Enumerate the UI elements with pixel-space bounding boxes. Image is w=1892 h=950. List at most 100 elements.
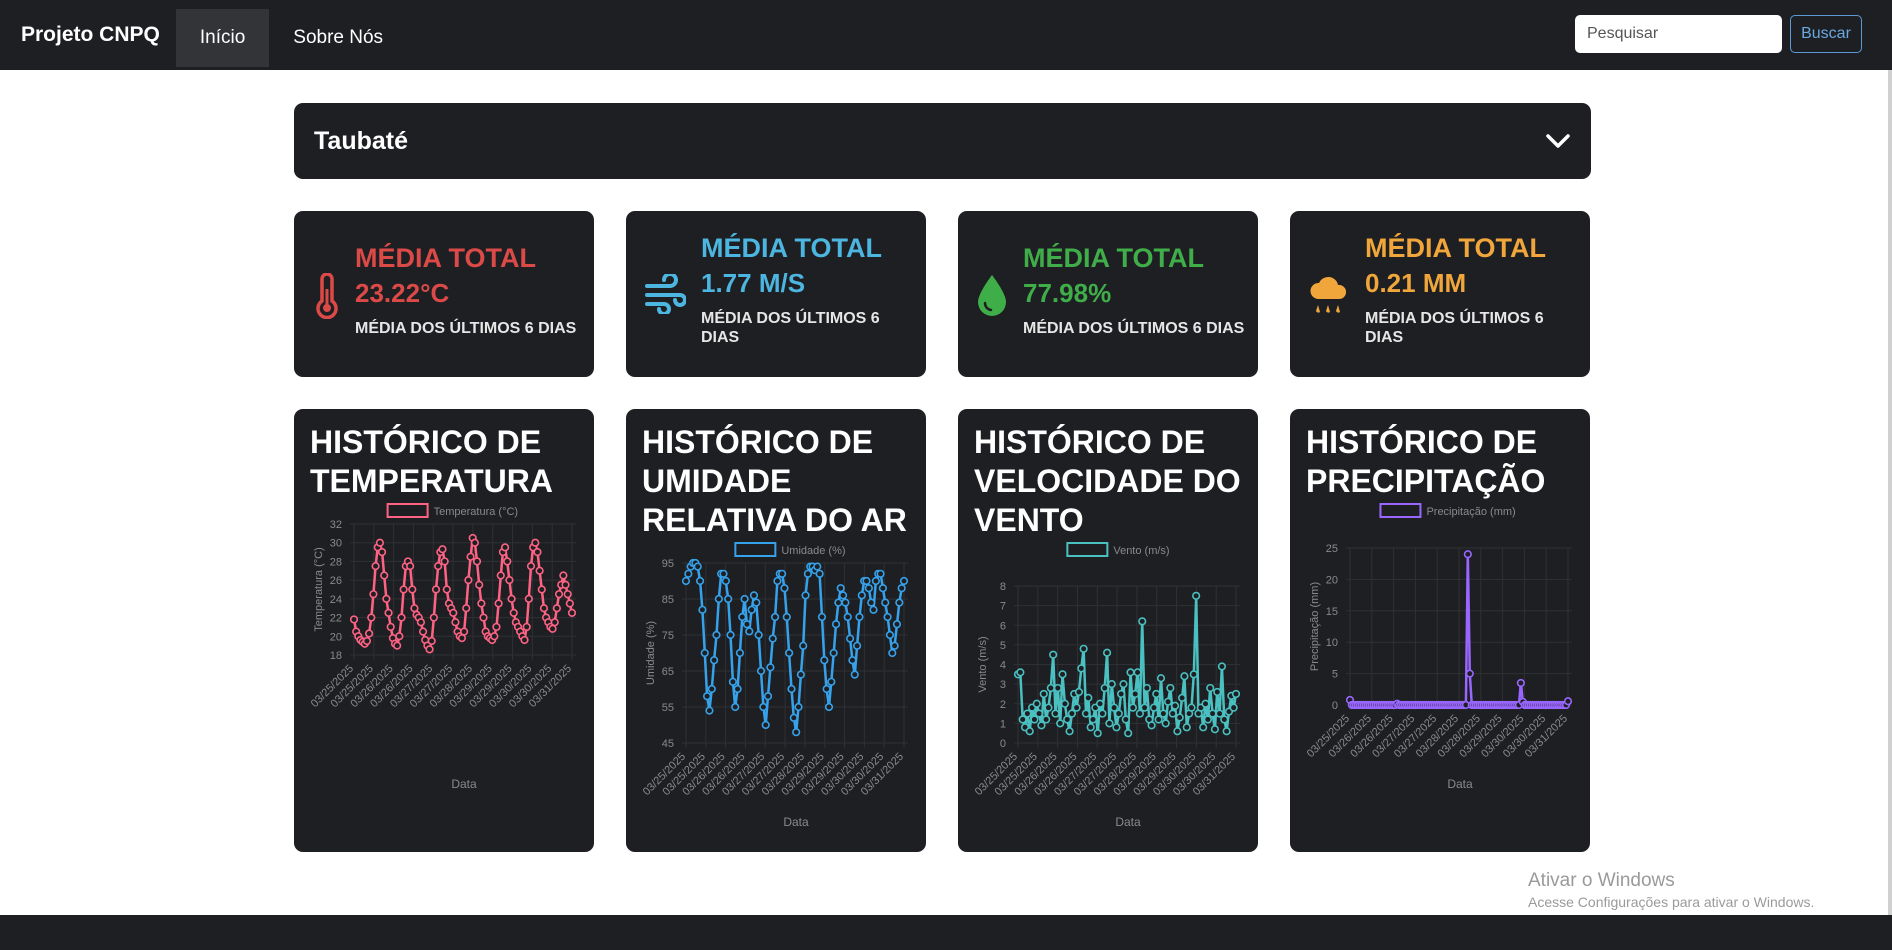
data-point xyxy=(1215,709,1224,718)
data-point xyxy=(728,677,737,686)
data-point xyxy=(721,576,730,586)
data-point xyxy=(1208,709,1217,718)
data-point xyxy=(1187,703,1196,712)
data-point xyxy=(535,566,544,575)
y-tick-label: 20 xyxy=(1326,574,1338,586)
data-point xyxy=(834,598,843,607)
data-point xyxy=(871,576,880,586)
data-point xyxy=(509,608,518,617)
legend-swatch xyxy=(1379,503,1422,518)
data-point xyxy=(1161,719,1170,728)
y-tick-label: 55 xyxy=(662,702,674,714)
data-point xyxy=(524,594,533,603)
data-point xyxy=(457,634,467,643)
y-tick-label: 22 xyxy=(330,613,342,625)
data-point xyxy=(431,585,441,594)
data-point xyxy=(365,629,374,638)
data-point xyxy=(552,604,561,613)
wind-chart[interactable]: Vento (m/s)01234567803/25/202503/25/2025… xyxy=(958,409,1258,852)
navbar: Projeto CNPQ Início Sobre Nós Buscar xyxy=(0,0,1892,70)
data-point xyxy=(876,569,885,578)
data-point xyxy=(537,585,546,594)
data-point xyxy=(1199,723,1208,732)
data-point xyxy=(440,557,449,566)
data-point xyxy=(397,613,406,622)
data-point xyxy=(848,656,857,665)
data-point xyxy=(883,612,892,622)
stat-card-temperature: MÉDIA TOTAL 23.22°C MÉDIA DOS ÚLTIMOS 6 … xyxy=(294,211,594,377)
data-point xyxy=(778,569,787,578)
chart-title: HISTÓRICO DE TEMPERATURA xyxy=(310,424,553,499)
search-button[interactable]: Buscar xyxy=(1790,15,1862,53)
data-point xyxy=(1117,689,1126,699)
data-point xyxy=(789,713,798,722)
chart-title: HISTÓRICO DE PRECIPITAÇÃO xyxy=(1306,424,1546,499)
y-axis-label: Precipitação (mm) xyxy=(1309,582,1321,671)
selected-city: Taubaté xyxy=(314,126,408,155)
data-point xyxy=(815,569,824,578)
data-point xyxy=(477,599,486,608)
data-point xyxy=(1030,715,1039,724)
data-point xyxy=(490,632,499,641)
data-point xyxy=(479,613,488,622)
page-scrollbar[interactable] xyxy=(1888,70,1892,915)
y-tick-label: 30 xyxy=(330,538,342,550)
data-point xyxy=(752,598,761,607)
data-point xyxy=(1074,687,1084,697)
data-point xyxy=(1056,719,1065,728)
data-point xyxy=(1023,709,1032,718)
data-point xyxy=(1107,680,1116,689)
data-point xyxy=(559,571,568,580)
data-point xyxy=(890,641,899,650)
data-point xyxy=(700,648,709,658)
data-point xyxy=(892,620,902,629)
stat-value: 23.22°C xyxy=(355,278,450,308)
data-point xyxy=(1210,725,1220,734)
data-point xyxy=(1154,715,1163,724)
data-point xyxy=(799,641,808,650)
brand-logo[interactable]: Projeto CNPQ xyxy=(21,23,160,46)
chart-legend: Precipitação (mm) xyxy=(1379,503,1516,518)
y-tick-label: 25 xyxy=(1326,543,1338,555)
data-point xyxy=(881,598,890,607)
data-point xyxy=(466,552,475,561)
data-point xyxy=(1093,729,1102,738)
data-point xyxy=(749,591,759,600)
data-point xyxy=(719,569,728,578)
data-point xyxy=(382,594,391,603)
data-point xyxy=(1051,709,1060,718)
data-point xyxy=(1016,668,1025,677)
data-point xyxy=(1231,689,1241,699)
y-tick-label: 0 xyxy=(1000,738,1006,750)
data-point xyxy=(1152,689,1161,699)
data-point xyxy=(782,612,791,622)
y-tick-label: 85 xyxy=(662,594,674,606)
data-point xyxy=(1147,721,1156,730)
data-point xyxy=(740,594,749,604)
data-point xyxy=(1189,670,1198,679)
humidity-chart[interactable]: Umidade (%)45556575859503/25/202503/25/2… xyxy=(626,409,926,852)
legend-label: Vento (m/s) xyxy=(1113,545,1169,557)
data-point xyxy=(429,613,438,622)
nav-link-inicio[interactable]: Início xyxy=(175,9,270,67)
data-point xyxy=(1516,678,1525,688)
data-point xyxy=(1463,550,1472,559)
stat-value: 1.77 M/S xyxy=(701,268,806,298)
data-point xyxy=(899,576,909,586)
nav-link-sobre-nos[interactable]: Sobre Nós xyxy=(293,27,384,48)
data-point xyxy=(780,584,789,593)
temperature-chart[interactable]: Temperatura (°C)182022242628303203/25/20… xyxy=(294,409,594,852)
stat-card-humidity: MÉDIA TOTAL 77.98% MÉDIA DOS ÚLTIMOS 6 D… xyxy=(958,211,1258,377)
data-point xyxy=(1465,669,1474,678)
data-point xyxy=(855,612,864,622)
city-selector[interactable]: Taubaté xyxy=(294,103,1591,179)
data-point xyxy=(1032,699,1041,708)
data-point xyxy=(1203,715,1212,724)
data-point xyxy=(1088,715,1098,724)
data-point xyxy=(869,605,878,614)
precipitation-chart[interactable]: Precipitação (mm)051015202503/25/202503/… xyxy=(1290,409,1590,852)
data-point xyxy=(796,670,805,679)
search-input[interactable] xyxy=(1575,15,1782,53)
data-point xyxy=(841,598,850,607)
data-point xyxy=(827,677,836,686)
